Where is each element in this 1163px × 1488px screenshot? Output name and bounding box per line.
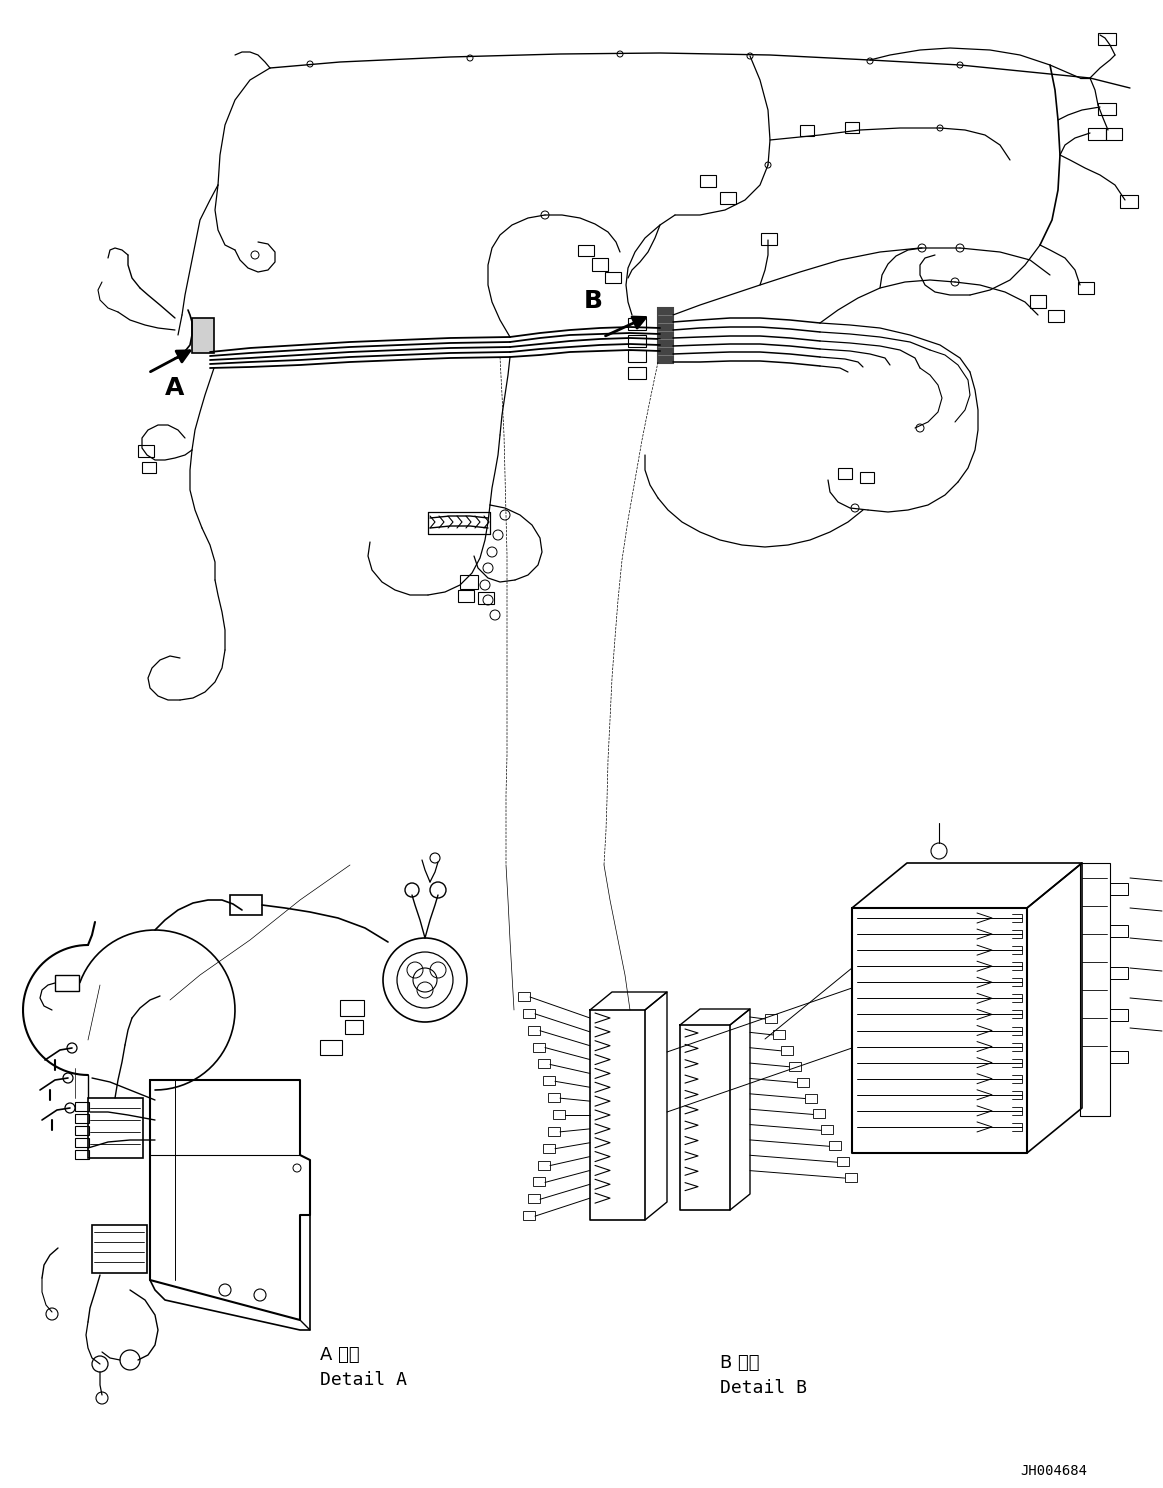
Text: JH004684: JH004684 (1020, 1464, 1087, 1478)
Bar (829, 1141, 841, 1150)
Bar (1110, 926, 1128, 937)
Bar (839, 469, 852, 479)
Text: Detail B: Detail B (720, 1379, 807, 1397)
Bar (523, 1009, 535, 1018)
Bar (578, 246, 594, 256)
Bar (92, 1225, 147, 1274)
Bar (797, 1077, 809, 1086)
Bar (533, 1043, 545, 1052)
Bar (846, 1173, 857, 1181)
Bar (800, 125, 814, 135)
Bar (74, 1103, 90, 1112)
Bar (1110, 882, 1128, 894)
Bar (192, 318, 214, 353)
Bar (846, 122, 859, 132)
Bar (821, 1125, 833, 1134)
Bar (523, 1211, 535, 1220)
Bar (1110, 1009, 1128, 1021)
Bar (543, 1144, 555, 1153)
Bar (1078, 283, 1094, 295)
Bar (658, 308, 673, 363)
Bar (538, 1161, 550, 1170)
Bar (74, 1150, 90, 1159)
Bar (628, 350, 645, 362)
Bar (518, 992, 530, 1001)
Bar (548, 1126, 561, 1135)
Bar (859, 472, 875, 484)
Bar (720, 192, 736, 204)
Bar (528, 1025, 540, 1034)
Bar (74, 1138, 90, 1147)
Bar (628, 335, 645, 347)
Bar (773, 1030, 785, 1039)
Bar (74, 1115, 90, 1123)
Bar (88, 1098, 143, 1158)
Bar (1110, 1051, 1128, 1062)
Bar (765, 1013, 777, 1024)
Bar (74, 1126, 90, 1135)
Bar (142, 461, 156, 473)
Bar (543, 1076, 555, 1085)
Bar (789, 1062, 801, 1071)
Text: Detail A: Detail A (320, 1370, 407, 1388)
Bar (1030, 295, 1046, 308)
Bar (538, 1059, 550, 1068)
Bar (628, 318, 645, 330)
Bar (552, 1110, 565, 1119)
Text: B: B (584, 289, 602, 312)
Bar (1098, 33, 1116, 45)
Text: B 詳細: B 詳細 (720, 1354, 759, 1372)
Bar (55, 975, 79, 991)
Bar (1120, 195, 1139, 208)
Text: A 詳細: A 詳細 (320, 1347, 359, 1364)
Bar (1106, 128, 1122, 140)
Text: A: A (165, 376, 185, 400)
Bar (345, 1019, 363, 1034)
Bar (805, 1094, 816, 1103)
Bar (461, 574, 478, 589)
Bar (1089, 128, 1106, 140)
Bar (628, 368, 645, 379)
Bar (782, 1046, 793, 1055)
Bar (533, 1177, 545, 1186)
Bar (340, 1000, 364, 1016)
Bar (548, 1094, 561, 1103)
Bar (528, 1195, 540, 1204)
Bar (230, 894, 262, 915)
Bar (761, 234, 777, 246)
Bar (837, 1158, 849, 1167)
Bar (700, 176, 716, 187)
Bar (813, 1110, 825, 1119)
Bar (138, 445, 154, 457)
Bar (320, 1040, 342, 1055)
Bar (1110, 967, 1128, 979)
Bar (458, 591, 475, 603)
Bar (1048, 310, 1064, 321)
Bar (1080, 863, 1110, 1116)
Bar (1098, 103, 1116, 115)
Bar (592, 257, 608, 271)
Bar (605, 272, 621, 283)
Bar (478, 592, 494, 604)
